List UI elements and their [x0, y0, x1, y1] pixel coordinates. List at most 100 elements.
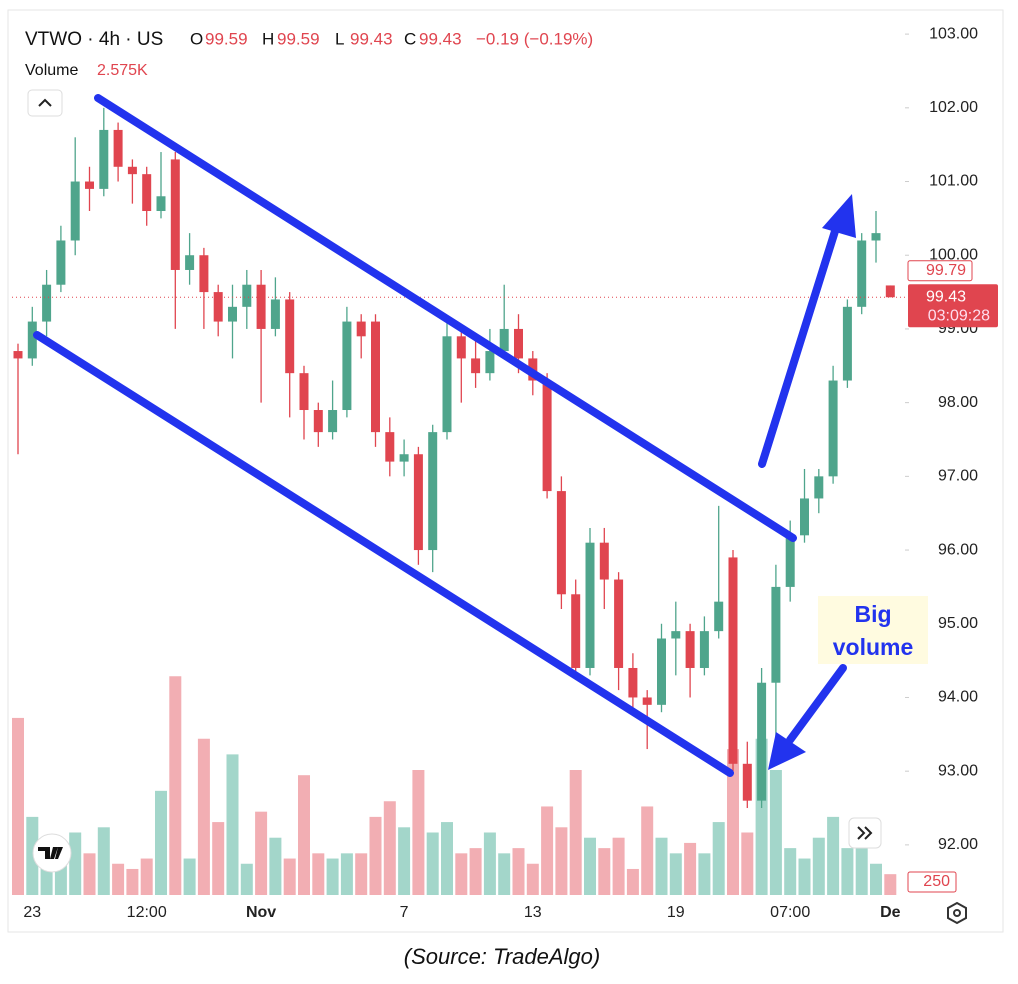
x-tick-label: Nov [246, 904, 276, 921]
volume-label: Volume [25, 62, 78, 79]
candle-body [299, 373, 309, 411]
candle-body [85, 181, 94, 189]
candle-body [556, 491, 566, 595]
x-tick-label: 07:00 [770, 904, 810, 921]
volume-tick-label: 250 [923, 873, 950, 890]
volume-bar [598, 848, 611, 895]
candle-body [385, 432, 395, 462]
candle-body [256, 284, 266, 329]
candle-body [657, 638, 666, 705]
volume-bar [712, 822, 725, 895]
legend-key: O [190, 29, 203, 48]
volume-bar [197, 738, 210, 895]
y-tick-label: 98.00 [938, 394, 978, 411]
volume-bar [812, 837, 825, 895]
volume-bar [298, 775, 310, 895]
legend-key: H [262, 29, 274, 48]
volume-value: 2.575K [97, 62, 148, 79]
settings-icon-center [953, 909, 961, 917]
x-tick-label: 12:00 [127, 904, 167, 921]
candle-body [828, 380, 838, 477]
volume-bar [126, 868, 139, 895]
last-price-box [908, 284, 998, 328]
candle-body [728, 557, 738, 764]
candle-body [99, 129, 109, 189]
volume-bar [827, 816, 840, 895]
candle-body [342, 321, 352, 411]
candle-body [113, 129, 123, 167]
volume-bar [727, 749, 739, 895]
y-tick-label: 95.00 [938, 615, 978, 632]
volume-bar [398, 827, 411, 895]
volume-bar [626, 868, 639, 895]
volume-bar [240, 863, 253, 895]
collapse-button[interactable] [27, 89, 63, 117]
down-arrow-head [768, 732, 806, 770]
candle-body [499, 328, 509, 352]
volume-bar [841, 848, 854, 895]
volume-bar [183, 858, 196, 895]
y-tick-label: 94.00 [938, 689, 978, 706]
candle-body [228, 306, 237, 322]
volume-bar [212, 822, 225, 895]
volume-bar [741, 832, 754, 895]
volume-bar [698, 853, 711, 895]
candle-body [471, 358, 481, 374]
candle-body [742, 763, 752, 801]
candle-body [313, 410, 323, 433]
volume-bar [784, 848, 797, 895]
x-tick-label: De [880, 904, 901, 921]
candle-body [42, 284, 52, 322]
candle-body [270, 299, 280, 329]
candle-body [757, 682, 767, 801]
volume-bar [269, 837, 282, 895]
candle-body [356, 321, 366, 337]
volume-bar [383, 801, 396, 895]
y-tick-label: 103.00 [929, 25, 978, 42]
candle-body [428, 432, 438, 551]
candle-body [399, 454, 409, 462]
price-tag-box [907, 260, 973, 282]
down-arrow-shaft [786, 664, 847, 744]
candle-body [542, 380, 552, 492]
candle-body [485, 351, 495, 374]
y-tick-label: 96.00 [938, 541, 978, 558]
volume-bar [541, 806, 554, 895]
y-tick-label: 93.00 [938, 762, 978, 779]
settings-icon[interactable] [947, 901, 967, 925]
countdown: 03:09:28 [928, 307, 990, 324]
candle-body [699, 631, 709, 668]
y-tick-label: 100.00 [929, 246, 978, 263]
volume-bar [612, 837, 625, 895]
volume-bar [155, 790, 167, 895]
x-tick-label: 23 [23, 904, 41, 921]
volume-bar [455, 853, 468, 895]
volume-bar [83, 853, 96, 895]
candle-body [785, 535, 795, 587]
volume-bar [355, 853, 368, 895]
volume-bar [512, 848, 525, 895]
candle-body [571, 594, 581, 668]
candle-body [213, 292, 223, 322]
candle-body [842, 306, 852, 381]
volume-bar [870, 863, 882, 895]
y-tick-label: 92.00 [938, 836, 978, 853]
last-price: 99.43 [926, 288, 966, 305]
collapse-icon [38, 98, 52, 107]
annotation-text: volume [833, 634, 914, 660]
y-tick-label: 101.00 [929, 173, 978, 190]
volume-bar [684, 842, 697, 895]
candle-body [871, 233, 881, 241]
volume-bar [469, 848, 482, 895]
logo-mark [38, 847, 63, 859]
volume-bar [412, 770, 425, 895]
volume-bar [97, 827, 110, 895]
candle-body [628, 667, 638, 698]
up-arrow-shaft [758, 224, 840, 468]
volume-bar [226, 754, 239, 895]
candle-body [714, 601, 724, 632]
drawings [33, 94, 847, 777]
candle-body [671, 631, 681, 639]
candle-body [814, 476, 824, 499]
